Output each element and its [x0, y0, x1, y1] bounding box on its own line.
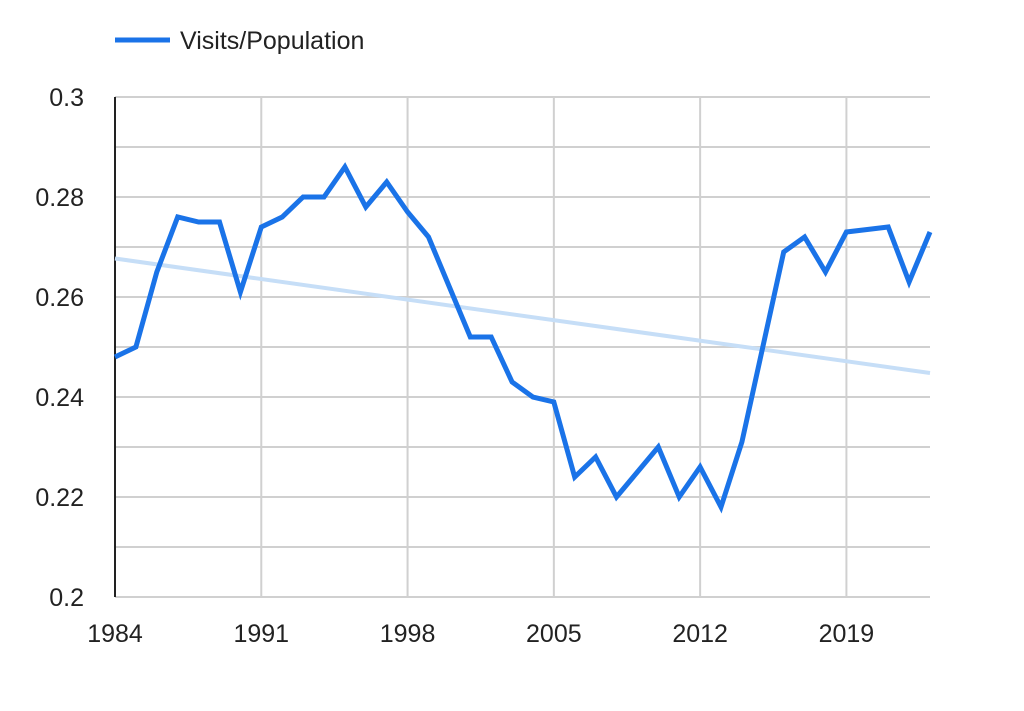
y-tick-label: 0.22	[35, 484, 84, 512]
grid-lines	[115, 96, 930, 598]
y-tick-label: 0.28	[35, 184, 84, 212]
trendline-group	[114, 256, 931, 375]
legend: Visits/Population	[115, 27, 364, 55]
x-axis-ticks: 1984 1991 1998 2005 2012 2019	[87, 620, 874, 648]
trendline	[114, 256, 931, 375]
y-tick-label: 0.2	[49, 584, 84, 612]
y-tick-label: 0.24	[35, 384, 84, 412]
y-tick-label: 0.26	[35, 284, 84, 312]
x-tick-label: 2012	[672, 620, 728, 648]
x-tick-label: 2005	[526, 620, 582, 648]
x-tick-label: 1998	[380, 620, 436, 648]
series-group	[113, 162, 933, 514]
y-axis-ticks: 0.2 0.22 0.24 0.26 0.28 0.3	[35, 84, 84, 612]
x-tick-label: 2019	[819, 620, 875, 648]
x-tick-label: 1984	[87, 620, 143, 648]
series-line-visits-population	[113, 162, 933, 514]
legend-label-visits-population: Visits/Population	[180, 27, 364, 55]
x-tick-label: 1991	[233, 620, 289, 648]
y-tick-label: 0.3	[49, 84, 84, 112]
